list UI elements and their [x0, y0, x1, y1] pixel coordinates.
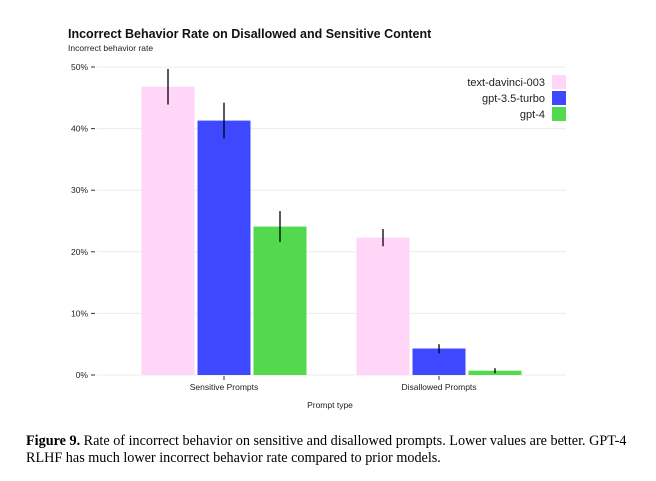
error-bars: [167, 68, 496, 374]
y-tick-label: 30%: [71, 185, 88, 195]
figure-caption: Figure 9. Rate of incorrect behavior on …: [26, 433, 646, 467]
chart-title: Incorrect Behavior Rate on Disallowed an…: [68, 27, 432, 41]
y-tick-label: 0%: [76, 370, 89, 380]
bar: [197, 120, 251, 375]
x-axis-ticks: Sensitive Prompts Disallowed Prompts: [190, 376, 477, 392]
bar-chart: Incorrect Behavior Rate on Disallowed an…: [68, 27, 566, 410]
bar: [356, 237, 410, 375]
y-axis-ticks: 0% 10% 20% 30% 40% 50%: [71, 62, 95, 380]
legend-label: gpt-3.5-turbo: [482, 93, 545, 105]
y-tick-label: 10%: [71, 308, 88, 318]
y-axis-label: Incorrect behavior rate: [68, 43, 153, 53]
y-tick-label: 40%: [71, 124, 88, 134]
caption-label: Figure 9.: [26, 433, 81, 449]
legend-label: gpt-4: [520, 109, 545, 121]
y-tick-label: 20%: [71, 247, 88, 257]
legend-swatch: [552, 107, 566, 121]
bars: [141, 86, 522, 375]
bar: [253, 226, 307, 375]
legend-label: text-davinci-003: [467, 77, 545, 89]
legend-swatch: [552, 75, 566, 89]
y-tick-label: 50%: [71, 62, 88, 72]
legend-swatch: [552, 91, 566, 105]
x-tick-label: Disallowed Prompts: [401, 382, 476, 392]
legend: text-davinci-003 gpt-3.5-turbo gpt-4: [467, 75, 566, 121]
bar: [141, 86, 195, 375]
caption-text: Rate of incorrect behavior on sensitive …: [26, 433, 627, 466]
x-tick-label: Sensitive Prompts: [190, 382, 259, 392]
x-axis-label: Prompt type: [307, 400, 353, 410]
